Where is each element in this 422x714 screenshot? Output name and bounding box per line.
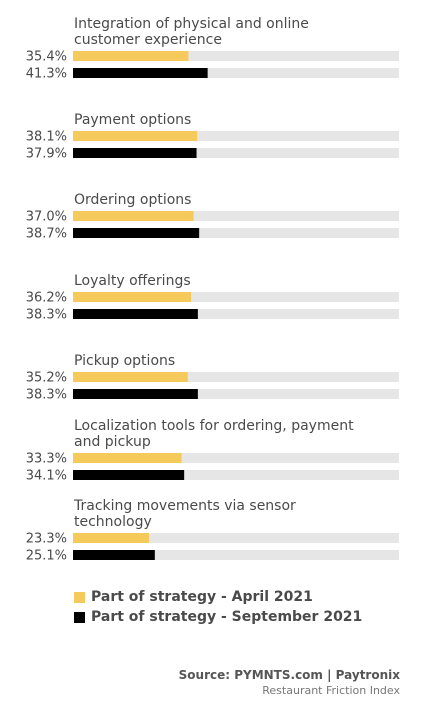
legend-swatch-september-2021 (74, 611, 85, 623)
bar-track (73, 211, 399, 221)
value-label: 35.2% (26, 371, 67, 386)
category-label-loyalty-offerings: Loyalty offerings (74, 273, 191, 289)
value-label: 37.9% (26, 147, 67, 162)
bar-track (73, 68, 399, 78)
category-label-ordering-options: Ordering options (74, 192, 191, 208)
value-label: 34.1% (26, 469, 67, 484)
value-label: 37.0% (26, 210, 67, 225)
bar-september-2021-tracking-movements-via-sensor-technology (73, 550, 155, 560)
bar-september-2021-pickup-options (73, 389, 198, 399)
group-ordering-options: Ordering options 37.0% 38.7% (26, 192, 399, 242)
bar-april-2021-pickup-options (73, 372, 188, 382)
value-label: 35.4% (26, 50, 67, 65)
bar-april-2021-loyalty-offerings (73, 292, 192, 302)
bar-track (73, 228, 399, 238)
bar-track (73, 148, 399, 158)
group-loyalty-offerings: Loyalty offerings 36.2% 38.3% (26, 273, 399, 323)
source-line: Source: PYMNTS.com | Paytronix (178, 668, 400, 682)
value-label: 25.1% (26, 549, 67, 564)
category-label-pickup-options: Pickup options (74, 353, 175, 369)
legend-item-september-2021: Part of strategy - September 2021 (74, 607, 362, 627)
value-label: 23.3% (26, 532, 67, 547)
category-label-tracking-movements-via-sensor-technology-line-1: Tracking movements via sensor (73, 498, 296, 514)
legend-label-april-2021: Part of strategy - April 2021 (91, 589, 313, 605)
bar-track (73, 533, 399, 543)
group-integration-of-physical-and-online-customer-experience: Integration of physical and onlinecustom… (26, 16, 399, 82)
value-label: 38.7% (26, 227, 67, 242)
bar-april-2021-localization-tools-for-ordering-payment-and-pickup (73, 453, 182, 463)
bar-april-2021-integration-of-physical-and-online-customer-experience (73, 51, 189, 61)
bar-september-2021-loyalty-offerings (73, 309, 198, 319)
source-credit: Source: PYMNTS.com | Paytronix Restauran… (179, 667, 400, 699)
group-pickup-options: Pickup options 35.2% 38.3% (26, 353, 399, 403)
bar-track (73, 550, 399, 560)
category-label-integration-of-physical-and-online-customer-experience-line-2: customer experience (74, 32, 222, 48)
group-payment-options: Payment options 38.1% 37.9% (26, 112, 399, 162)
bar-track (73, 131, 399, 141)
value-label: 38.3% (26, 308, 67, 323)
category-label-localization-tools-for-ordering-payment-and-pickup-line-1: Localization tools for ordering, payment (74, 418, 354, 434)
category-label-tracking-movements-via-sensor-technology-line-2: technology (74, 514, 152, 530)
bar-track (73, 453, 399, 463)
source-subline: Restaurant Friction Index (262, 684, 400, 697)
bar-september-2021-integration-of-physical-and-online-customer-experience (73, 68, 208, 78)
bar-chart: Integration of physical and onlinecustom… (26, 16, 399, 564)
category-label-payment-options: Payment options (74, 112, 191, 128)
legend-item-april-2021: Part of strategy - April 2021 (74, 587, 362, 607)
bar-april-2021-ordering-options (73, 211, 194, 221)
bar-september-2021-payment-options (73, 148, 197, 158)
legend-swatch-april-2021 (74, 591, 85, 603)
bar-april-2021-tracking-movements-via-sensor-technology (73, 533, 149, 543)
bar-april-2021-payment-options (73, 131, 198, 141)
value-label: 38.1% (26, 130, 67, 145)
bar-track (73, 389, 399, 399)
bar-track (73, 470, 399, 480)
legend: Part of strategy - April 2021 Part of st… (74, 587, 362, 627)
bar-track (73, 372, 399, 382)
category-label-localization-tools-for-ordering-payment-and-pickup-line-2: and pickup (74, 434, 151, 450)
bar-track (73, 309, 399, 319)
bar-track (73, 51, 399, 61)
value-label: 33.3% (26, 452, 67, 467)
bar-track (73, 292, 399, 302)
legend-label-september-2021: Part of strategy - September 2021 (91, 609, 363, 625)
group-localization-tools-for-ordering-payment-and-pickup: Localization tools for ordering, payment… (26, 418, 399, 484)
category-label-integration-of-physical-and-online-customer-experience-line-1: Integration of physical and online (74, 16, 309, 32)
value-label: 38.3% (26, 388, 67, 403)
bar-september-2021-localization-tools-for-ordering-payment-and-pickup (73, 470, 185, 480)
bar-september-2021-ordering-options (73, 228, 200, 238)
value-label: 36.2% (26, 291, 67, 306)
value-label: 41.3% (26, 67, 67, 82)
